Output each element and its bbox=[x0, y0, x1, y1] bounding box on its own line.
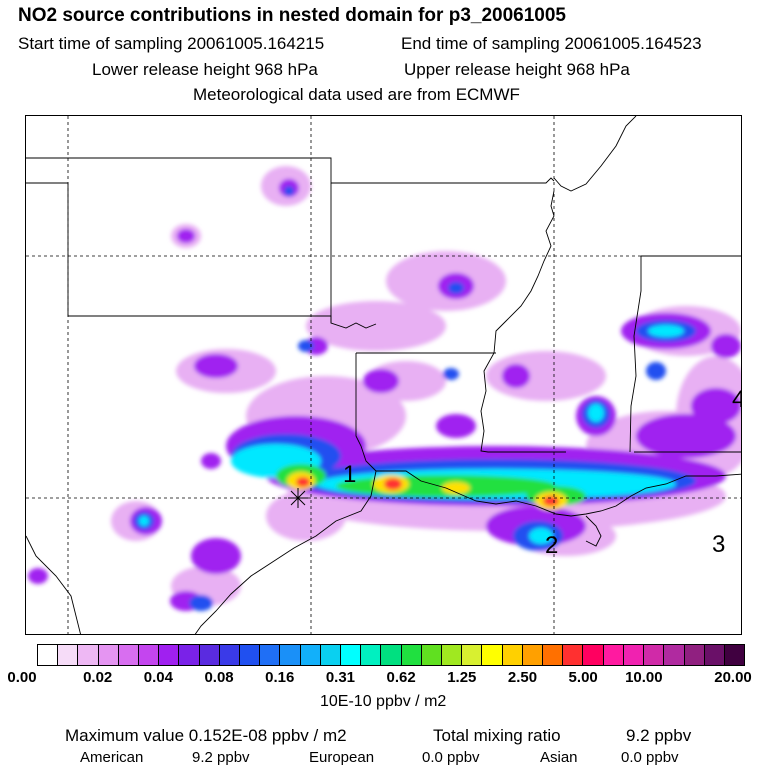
concentration-field bbox=[28, 166, 741, 611]
color-scale-cell bbox=[118, 645, 140, 665]
color-scale-cell bbox=[563, 645, 584, 665]
color-scale-cell bbox=[664, 645, 685, 665]
color-scale-cell bbox=[260, 645, 281, 665]
color-scale-tick-label: 20.00 bbox=[714, 669, 752, 686]
color-scale-cell bbox=[401, 645, 422, 665]
asian-value: 0.0 ppbv bbox=[621, 749, 679, 766]
color-scale-cell bbox=[139, 645, 160, 665]
asian-label: Asian bbox=[540, 749, 578, 766]
unit-label: 10E-10 ppbv / m2 bbox=[320, 693, 447, 710]
total-mixing-value: 9.2 ppbv bbox=[626, 726, 692, 745]
end-time-label: End time of sampling 20061005.164523 bbox=[401, 34, 702, 53]
star-marker-icon bbox=[288, 488, 308, 508]
color-scale-cell bbox=[381, 645, 402, 665]
color-scale-tick-label: 0.02 bbox=[83, 669, 113, 686]
color-scale-cell bbox=[159, 645, 180, 665]
color-scale-tick-label: 0.00 bbox=[7, 669, 37, 686]
lower-release-label: Lower release height 968 hPa bbox=[92, 60, 318, 79]
max-value-label: Maximum value 0.152E-08 ppbv / m2 bbox=[65, 726, 347, 745]
color-scale-tick-label: 0.08 bbox=[204, 669, 234, 686]
color-scale-cell bbox=[421, 645, 443, 665]
color-scale-cell bbox=[623, 645, 645, 665]
color-scale-tick-label: 10.00 bbox=[625, 669, 663, 686]
color-scale-cell bbox=[320, 645, 342, 665]
color-scale-cell bbox=[644, 645, 665, 665]
color-scale-bar bbox=[37, 644, 745, 666]
color-scale-cell bbox=[58, 645, 79, 665]
color-scale-cell bbox=[240, 645, 261, 665]
map-panel: 1 2 3 4 bbox=[25, 115, 742, 635]
color-scale-cell bbox=[543, 645, 564, 665]
region-label-4: 4 bbox=[732, 388, 741, 412]
map-svg bbox=[26, 116, 741, 634]
color-scale-tick-label: 0.04 bbox=[143, 669, 173, 686]
color-scale-tick-label: 2.50 bbox=[507, 669, 538, 686]
color-scale-tick-label: 0.62 bbox=[386, 669, 416, 686]
total-mixing-label: Total mixing ratio bbox=[433, 726, 561, 745]
color-scale-cell bbox=[300, 645, 321, 665]
met-data-label: Meteorological data used are from ECMWF bbox=[193, 85, 520, 104]
plot-title: NO2 source contributions in nested domai… bbox=[18, 5, 566, 26]
color-scale-cell bbox=[482, 645, 503, 665]
color-scale-tick-label: 0.16 bbox=[265, 669, 295, 686]
color-scale-cell bbox=[462, 645, 483, 665]
european-value: 0.0 ppbv bbox=[422, 749, 480, 766]
american-label: American bbox=[80, 749, 144, 766]
upper-release-label: Upper release height 968 hPa bbox=[404, 60, 630, 79]
color-scale-cell bbox=[724, 645, 745, 665]
color-scale-tick-label: 5.00 bbox=[568, 669, 598, 686]
color-scale-cell bbox=[522, 645, 544, 665]
color-scale-cell bbox=[341, 645, 362, 665]
region-label-3: 3 bbox=[712, 531, 726, 558]
european-label: European bbox=[309, 749, 375, 766]
region-label-2: 2 bbox=[545, 532, 559, 559]
color-scale-cell bbox=[361, 645, 382, 665]
color-scale-tick-label: 1.25 bbox=[447, 669, 477, 686]
color-scale-cell bbox=[219, 645, 241, 665]
color-scale-cell bbox=[280, 645, 301, 665]
color-scale-cell bbox=[78, 645, 99, 665]
color-scale-cell bbox=[199, 645, 220, 665]
color-scale-tick-label: 0.31 bbox=[325, 669, 356, 686]
color-scale-cell bbox=[502, 645, 523, 665]
color-scale-cell bbox=[98, 645, 119, 665]
color-scale-cell bbox=[684, 645, 705, 665]
boundaries bbox=[26, 116, 741, 634]
color-scale-cell bbox=[704, 645, 725, 665]
color-scale-cell bbox=[38, 645, 59, 665]
color-scale-ticks: 0.00 0.02 0.04 0.08 0.16 0.31 0.62 1.25 2.50 5.00… bbox=[0, 669, 768, 689]
start-time-label: Start time of sampling 20061005.164215 bbox=[18, 34, 325, 53]
color-scale-cell bbox=[442, 645, 463, 665]
color-scale-cell bbox=[603, 645, 624, 665]
american-value: 9.2 ppbv bbox=[192, 749, 250, 766]
color-scale-cell bbox=[583, 645, 604, 665]
color-scale-cell bbox=[179, 645, 200, 665]
region-label-1: 1 bbox=[343, 461, 357, 488]
